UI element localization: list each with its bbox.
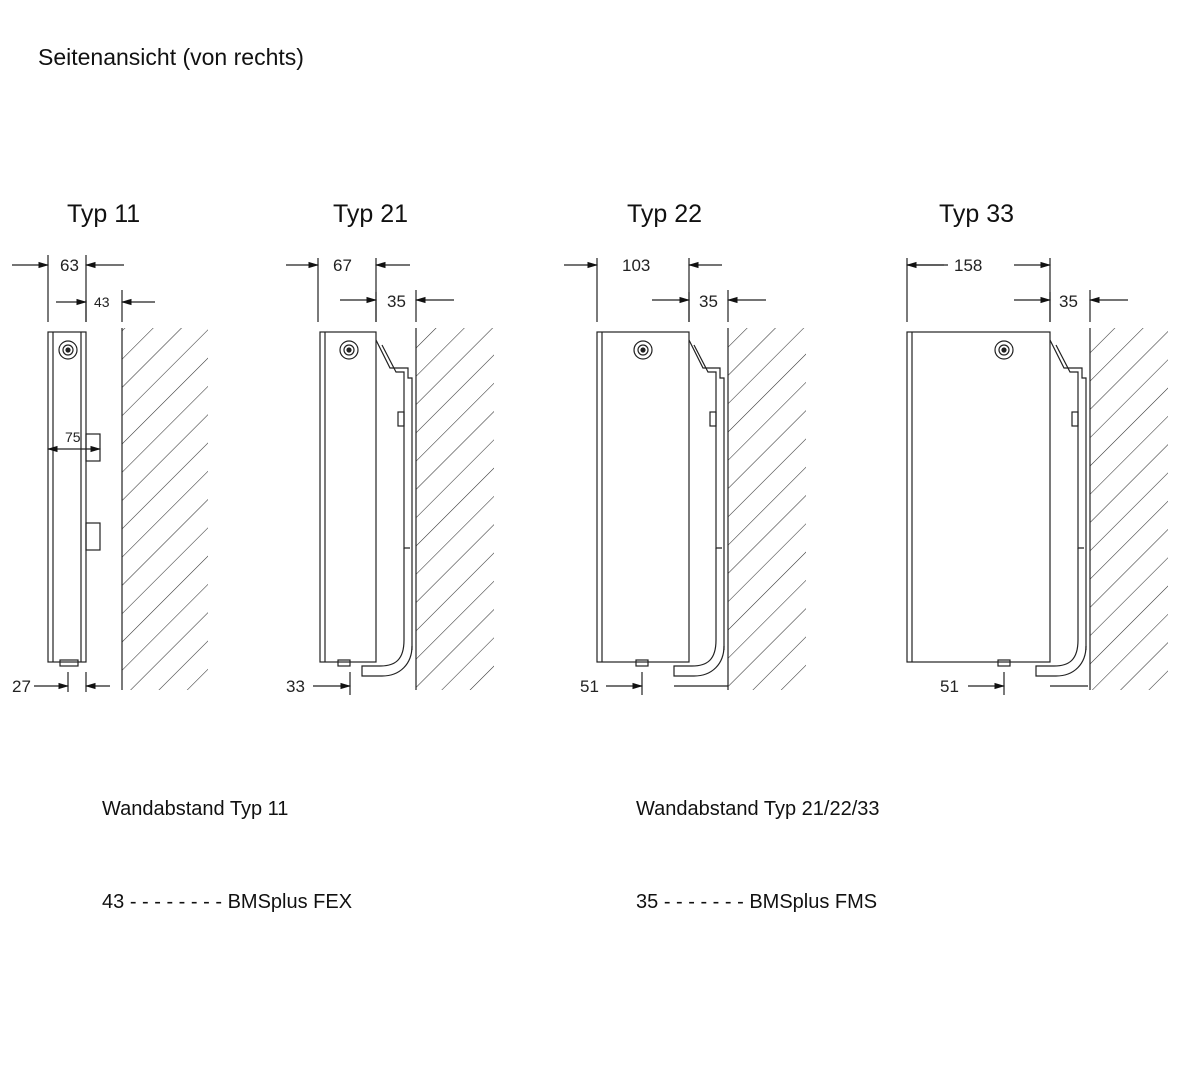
dim-bottom-22: 51 [580,677,599,696]
legend-product: BMSplus FEX [227,891,353,913]
dim-bottom-11: 27 [12,677,31,696]
page-title: Seitenansicht (von rechts) [38,44,304,70]
legend-dashes: - - - - - - - [663,891,744,913]
radiator-typ-33 [905,258,1168,695]
valve-icon [339,340,359,360]
type-label-33: Typ 33 [939,200,1015,228]
radiator-typ-22 [564,258,806,695]
legend-row: 35 - - - - - - - BMSplus FMS [636,887,880,918]
type-label-11: Typ 11 [67,200,141,228]
legend-value: 35 [636,891,659,913]
radiator-typ-21 [286,258,494,695]
dim-depth-22: 103 [622,256,650,275]
legend-dashes: - - - - - - - - [129,891,222,913]
dim-bracket-11: 75 [65,429,81,445]
type-label-21: Typ 21 [333,200,409,228]
radiator-typ-11 [12,255,208,692]
dim-depth-11: 63 [60,256,79,275]
legend-row: 43 - - - - - - - - BMSplus FEX [102,887,352,918]
type-label-22: Typ 22 [627,200,703,228]
valve-icon [58,340,78,360]
dim-wall-21: 35 [387,292,406,311]
valve-icon [633,340,653,360]
legend-product: BMSplus FMS [749,891,878,913]
wall-hatch-21 [416,328,494,690]
legend-heading: Wandabstand Typ 21/22/33 [636,798,880,820]
dim-bottom-33: 51 [940,677,959,696]
wall-hatch-22 [728,328,806,690]
legend-typ-21-22-33: Wandabstand Typ 21/22/33 35 - - - - - - … [636,732,880,949]
dim-depth-21: 67 [333,256,352,275]
dim-bottom-21: 33 [286,677,305,696]
valve-icon [994,340,1014,360]
legend-typ-11: Wandabstand Typ 11 43 - - - - - - - - BM… [102,732,352,949]
dim-depth-33: 158 [954,256,982,275]
legend-value: 43 [102,891,125,913]
dim-wall-11: 43 [94,294,110,310]
legend-heading: Wandabstand Typ 11 [102,798,289,820]
wall-hatch-33 [1090,328,1168,690]
wall-hatch-11 [122,328,208,690]
dim-wall-22: 35 [699,292,718,311]
dim-wall-33: 35 [1059,292,1078,311]
